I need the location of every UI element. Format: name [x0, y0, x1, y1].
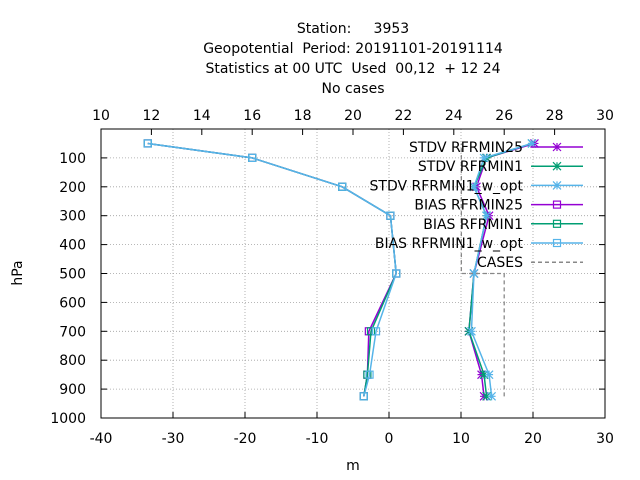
x2-tick-label: 22 [394, 108, 412, 124]
y-tick-label: 300 [59, 209, 86, 225]
data-point-marker [366, 327, 376, 336]
series-3 [143, 139, 401, 401]
y-tick-label: 100 [59, 151, 86, 167]
x2-tick-label: 10 [92, 108, 110, 124]
data-point-marker [469, 269, 479, 278]
data-point-marker [479, 370, 489, 380]
legend-label: CASES [477, 255, 523, 271]
y-tick-label: 600 [59, 295, 86, 311]
data-point-marker [392, 269, 401, 278]
series-4 [143, 139, 401, 401]
data-point-marker [552, 142, 562, 152]
x2-tick-label: 30 [596, 108, 614, 124]
legend-label: BIAS RFRMIN25 [414, 198, 523, 214]
y-tick-label: 1000 [50, 411, 86, 427]
legend-label: STDV RFRMIN1_w_opt [370, 178, 524, 194]
x2-tick-label: 26 [495, 108, 513, 124]
x2-tick-label: 12 [142, 108, 160, 124]
series-line [470, 142, 533, 397]
data-point-marker [482, 391, 491, 401]
x2-tick-label: 28 [546, 108, 564, 124]
data-point-marker [467, 326, 476, 336]
series-line [147, 142, 397, 397]
title-line: No cases [322, 81, 385, 97]
series [143, 139, 539, 401]
x2-tick-label: 14 [193, 108, 211, 124]
data-point-marker [552, 161, 562, 171]
series-line [147, 142, 397, 397]
y-tick-label: 200 [59, 180, 86, 196]
x-tick-label: -10 [306, 431, 329, 447]
data-point-marker [365, 370, 374, 379]
data-point-marker [484, 370, 494, 380]
data-point-marker [143, 139, 152, 148]
x-tick-label: -40 [90, 431, 113, 447]
x-tick-label: -20 [234, 431, 257, 447]
x2-tick-label: 20 [344, 108, 362, 124]
y-tick-label: 400 [59, 238, 86, 254]
legend-label: BIAS RFRMIN1 [423, 217, 523, 233]
data-point-marker [487, 391, 497, 401]
series-2 [467, 139, 537, 401]
title-line: Statistics at 00 UTC Used 00,12 + 12 24 [205, 61, 500, 77]
data-point-marker [552, 219, 562, 228]
data-point-marker [552, 180, 562, 190]
data-point-marker [386, 211, 395, 220]
data-point-marker [338, 182, 347, 191]
legend-label: BIAS RFRMIN1_w_opt [375, 236, 524, 252]
grid [101, 129, 605, 418]
x-tick-label: 10 [452, 431, 470, 447]
data-point-marker [479, 153, 489, 163]
x2-tick-label: 16 [243, 108, 261, 124]
legend-label: STDV RFRMIN1 [418, 159, 523, 175]
x-axis-label: m [346, 458, 360, 474]
y-axis: 100 200 300 400 500 600 700 800 900 1000 [50, 151, 605, 427]
data-point-marker [359, 392, 368, 401]
x-tick-label: -30 [162, 431, 185, 447]
x-tick-label: 0 [385, 431, 394, 447]
x-axis-bottom: -40 -30 -20 -10 0 10 20 30 [90, 412, 614, 447]
y-tick-label: 800 [59, 353, 86, 369]
y-tick-label: 500 [59, 267, 86, 283]
data-point-marker [552, 200, 562, 209]
series-5 [143, 139, 401, 401]
data-point-marker [469, 182, 479, 192]
title-line: Station: 3953 [297, 21, 409, 37]
y-tick-label: 900 [59, 382, 86, 398]
data-point-marker [552, 238, 562, 248]
x2-tick-label: 24 [445, 108, 463, 124]
legend-label: STDV RFRMIN25 [409, 140, 523, 156]
data-point-marker [248, 153, 257, 162]
legend: STDV RFRMIN25 STDV RFRMIN1 STDV RFRMIN1_w_… [370, 140, 583, 271]
x-axis-top: 10 12 14 16 18 20 22 24 26 28 30 [92, 108, 614, 135]
data-point-marker [482, 211, 491, 221]
title-line: Geopotential Period: 20191101-20191114 [203, 41, 503, 57]
x2-tick-label: 18 [294, 108, 312, 124]
x-tick-label: 30 [596, 431, 614, 447]
x-tick-label: 20 [524, 431, 542, 447]
y-axis-label: hPa [10, 260, 26, 285]
series-line [147, 142, 397, 397]
data-point-marker [527, 139, 537, 148]
y-tick-label: 700 [59, 324, 86, 340]
data-point-marker [371, 327, 381, 336]
chart-title: Station: 3953 Geopotential Period: 201911… [203, 21, 503, 97]
